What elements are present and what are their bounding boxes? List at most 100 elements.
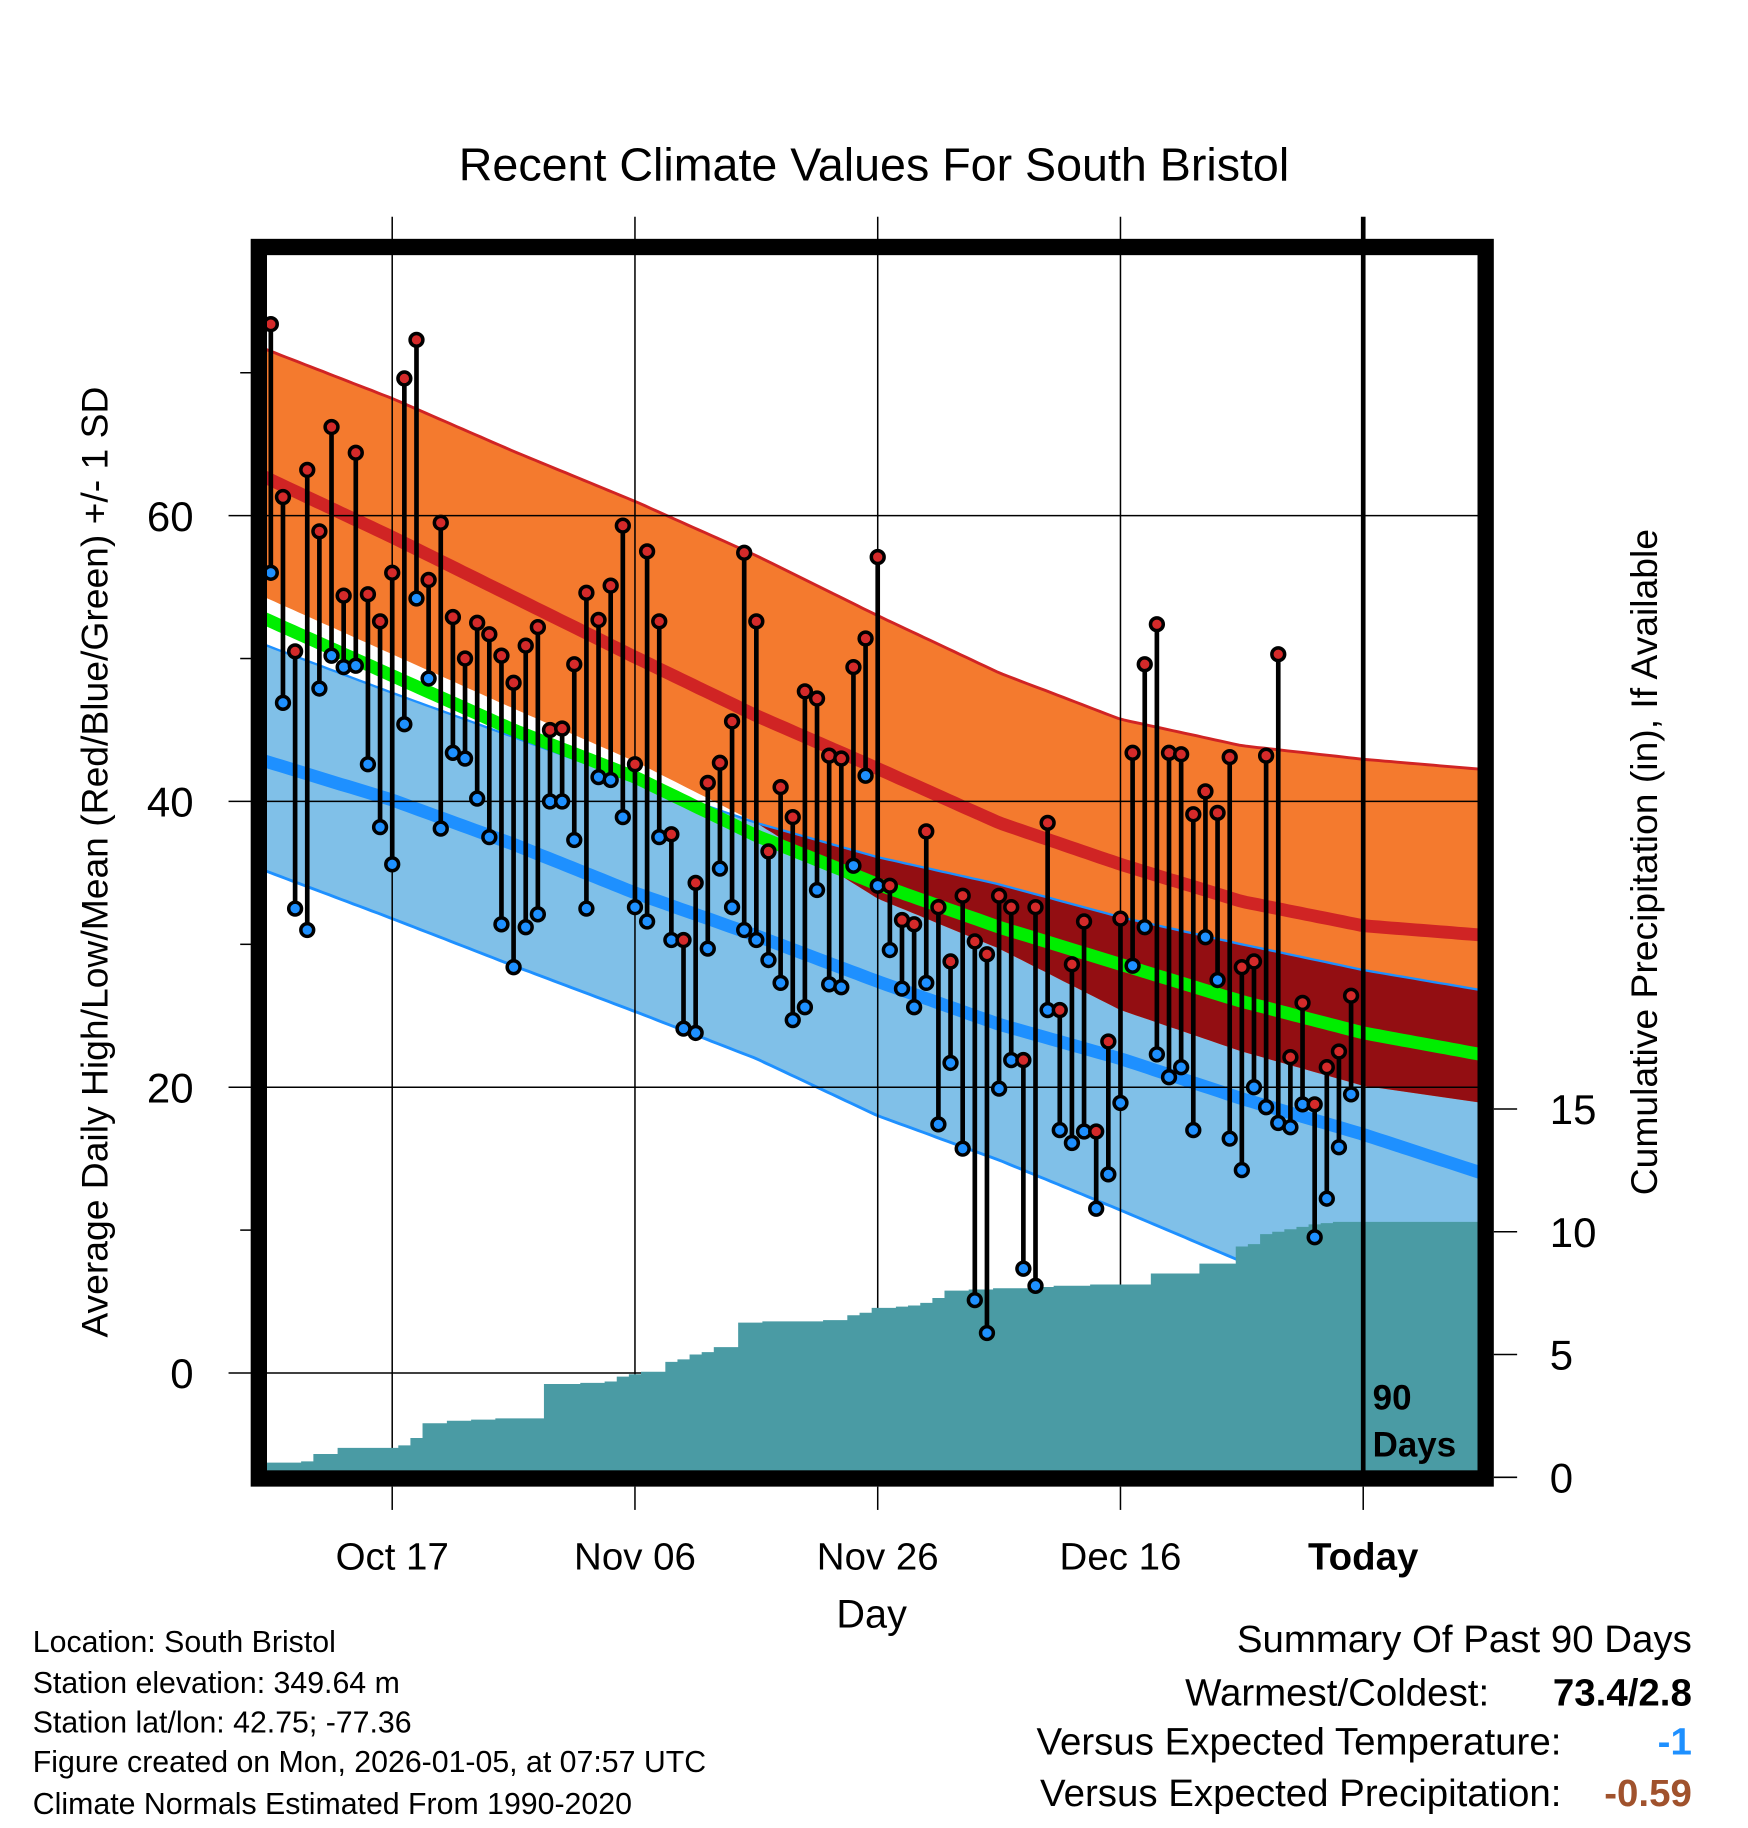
daily-high-point xyxy=(930,899,947,916)
daily-high-point xyxy=(1294,994,1311,1012)
daily-high-point xyxy=(371,613,389,630)
daily-high-point xyxy=(299,461,316,479)
axes: 0 20 40 60 0 5 10 15 Oct 17 Nov 06 Nov 26 Dec 16 Tod… xyxy=(147,371,1597,1578)
daily-low-point xyxy=(1306,1229,1323,1246)
daily-high-point xyxy=(918,823,935,840)
daily-high-point xyxy=(1245,953,1263,970)
daily-high-point xyxy=(602,577,619,594)
daily-high-point xyxy=(711,754,729,771)
daily-high-point xyxy=(1330,1043,1348,1060)
daily-high-point xyxy=(978,946,996,963)
daily-low-point xyxy=(1245,1079,1263,1096)
daily-low-point xyxy=(1318,1190,1335,1207)
daily-high-point xyxy=(274,488,292,506)
daily-high-point xyxy=(1063,956,1081,973)
y-tick-label: 0 xyxy=(170,1350,193,1397)
warmest-coldest-value: 73.4/2.8 xyxy=(1553,1672,1692,1715)
daily-low-point xyxy=(396,716,413,733)
daily-high-point xyxy=(1088,1123,1105,1140)
daily-low-point xyxy=(529,906,547,923)
summary-title: Summary Of Past 90 Days xyxy=(1237,1618,1692,1661)
x-tick-label: Nov 06 xyxy=(574,1535,696,1578)
daily-low-point xyxy=(1100,1166,1117,1183)
daily-high-point xyxy=(638,543,656,560)
daily-high-point xyxy=(1100,1033,1117,1050)
today-days-label-2: Days xyxy=(1373,1425,1457,1464)
daily-low-point xyxy=(469,790,486,807)
daily-high-point xyxy=(1027,899,1044,916)
daily-low-point xyxy=(736,921,753,939)
daily-low-point xyxy=(748,931,765,949)
daily-low-point xyxy=(299,921,316,939)
daily-high-point xyxy=(1148,616,1166,633)
daily-high-point xyxy=(517,637,534,654)
info-normals: Climate Normals Estimated From 1990-2020 xyxy=(33,1788,632,1821)
daily-low-point xyxy=(918,974,935,992)
daily-high-point xyxy=(1003,899,1020,916)
daily-high-point xyxy=(286,643,304,660)
daily-low-point xyxy=(711,860,729,877)
daily-low-point xyxy=(1282,1119,1299,1136)
cumulative-precip-area xyxy=(262,1221,1483,1478)
daily-low-point xyxy=(1342,1086,1360,1103)
daily-high-point xyxy=(1172,746,1190,763)
daily-high-point xyxy=(529,618,547,636)
daily-low-point xyxy=(274,694,292,711)
daily-low-point xyxy=(1160,1069,1178,1086)
daily-high-point xyxy=(1318,1059,1335,1076)
daily-high-point xyxy=(469,614,486,631)
daily-high-point xyxy=(335,587,352,604)
daily-low-point xyxy=(408,590,425,607)
chart-title: Recent Climate Values For South Bristol xyxy=(459,139,1289,191)
daily-high-point xyxy=(456,650,474,667)
daily-high-point xyxy=(942,953,959,970)
daily-low-point xyxy=(942,1054,959,1072)
daily-low-point xyxy=(1185,1121,1202,1139)
daily-low-point xyxy=(602,771,619,789)
daily-high-point xyxy=(311,523,328,540)
daily-high-point xyxy=(1197,783,1214,800)
daily-high-point xyxy=(1270,646,1287,663)
daily-high-point xyxy=(432,514,449,531)
daily-high-point xyxy=(833,750,850,767)
daily-high-point xyxy=(396,370,413,387)
daily-high-point xyxy=(614,517,631,534)
daily-high-point xyxy=(954,887,971,904)
daily-high-point xyxy=(1185,806,1202,823)
daily-high-point xyxy=(881,877,899,894)
daily-high-point xyxy=(1209,804,1226,822)
daily-high-point xyxy=(444,608,462,626)
daily-low-point xyxy=(384,856,401,873)
daily-high-point xyxy=(905,916,923,933)
daily-high-point xyxy=(699,774,716,792)
daily-low-point xyxy=(420,670,437,687)
daily-low-point xyxy=(1015,1260,1032,1277)
daily-low-point xyxy=(614,808,631,826)
daily-high-point xyxy=(384,564,401,581)
y2-tick-label: 0 xyxy=(1550,1454,1573,1501)
daily-low-point xyxy=(978,1324,996,1342)
daily-low-point xyxy=(808,881,826,899)
daily-low-point xyxy=(517,919,534,936)
daily-high-point xyxy=(1075,913,1093,930)
station-info: Location: South Bristol Station elevatio… xyxy=(33,1626,706,1821)
daily-high-point xyxy=(857,630,874,647)
daily-high-point xyxy=(1015,1051,1032,1069)
daily-high-point xyxy=(347,444,364,461)
daily-high-point xyxy=(626,756,644,773)
daily-high-point xyxy=(1124,744,1141,761)
daily-high-point xyxy=(663,826,680,843)
daily-high-point xyxy=(1136,656,1153,673)
daily-low-point xyxy=(347,657,364,674)
precip-anomaly-label: Versus Expected Precipitation: xyxy=(1040,1772,1561,1815)
daily-low-point xyxy=(990,1080,1008,1097)
daily-high-point xyxy=(359,586,377,603)
info-created: Figure created on Mon, 2026-01-05, at 07… xyxy=(33,1746,706,1779)
x-tick-label: Oct 17 xyxy=(336,1535,449,1578)
daily-low-point xyxy=(845,857,862,874)
daily-high-point xyxy=(1051,1001,1068,1019)
daily-high-point xyxy=(748,613,765,630)
daily-low-point xyxy=(1172,1059,1190,1076)
y2-tick-label: 15 xyxy=(1550,1086,1597,1133)
